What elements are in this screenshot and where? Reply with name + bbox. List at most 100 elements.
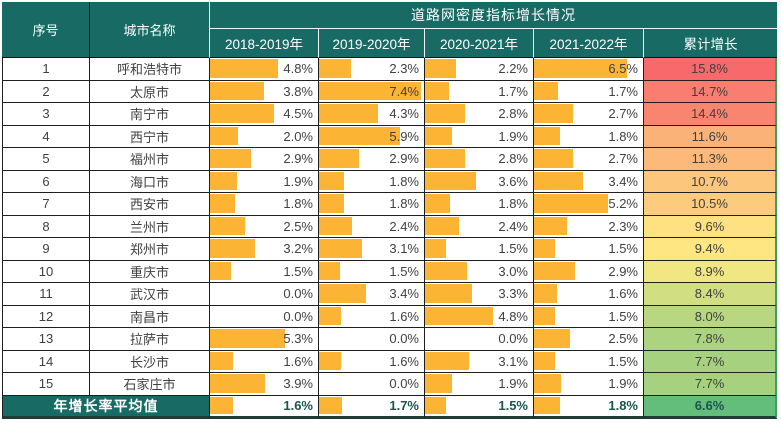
growth-value-label: 3.1% (498, 353, 528, 369)
growth-value-cell: 3.6% (425, 170, 534, 193)
data-bar (319, 351, 342, 370)
data-bar (534, 126, 560, 145)
growth-value-cell: 1.5% (425, 238, 534, 261)
growth-value-label: 1.5% (608, 308, 638, 324)
road-density-growth-table-page: 序号 城市名称 道路网密度指标增长情况 2018-2019年 2019-2020… (2, 2, 778, 419)
data-bar (210, 81, 264, 100)
serial-number: 8 (2, 215, 90, 238)
growth-value-label: 4.8% (498, 308, 528, 324)
growth-value-label: 1.8% (608, 128, 638, 144)
growth-value-cell: 1.8% (534, 395, 644, 419)
growth-value-cell: 2.5% (534, 328, 644, 351)
growth-value-cell: 1.8% (210, 193, 319, 216)
cumulative-growth-cell: 10.5% (644, 193, 778, 216)
serial-number: 3 (2, 103, 90, 126)
data-bar (210, 149, 252, 168)
city-name: 太原市 (90, 80, 210, 103)
data-bar (534, 351, 556, 370)
growth-value-cell: 1.7% (534, 80, 644, 103)
city-row: 14 长沙市 1.6% 1.6% 3.1% 1.5% 7.7% (2, 350, 778, 373)
growth-value-cell: 1.7% (425, 80, 534, 103)
data-bar (319, 284, 366, 303)
growth-value-cell: 3.0% (425, 260, 534, 283)
header-cumulative-growth: 累计增长 (644, 29, 778, 58)
growth-value-cell: 3.8% (210, 80, 319, 103)
cumulative-growth-cell: 9.4% (644, 238, 778, 261)
city-row: 12 南昌市 0.0% 1.6% 4.8% 1.5% 8.0% (2, 305, 778, 328)
data-bar (425, 306, 493, 325)
growth-value-label: 4.5% (283, 106, 313, 122)
growth-value-label: 3.3% (498, 286, 528, 302)
growth-value-cell: 2.8% (425, 148, 534, 171)
growth-value-label: 1.9% (283, 173, 313, 189)
growth-value-label: 1.7% (608, 83, 638, 99)
growth-value-label: 1.8% (389, 196, 419, 212)
data-bar (319, 239, 362, 258)
data-bar (425, 261, 468, 280)
growth-value-cell: 1.8% (534, 125, 644, 148)
cumulative-growth-cell: 10.7% (644, 170, 778, 193)
growth-value-label: 2.4% (389, 218, 419, 234)
header-year-2021-2022: 2021-2022年 (534, 29, 644, 58)
growth-value-cell: 1.6% (210, 350, 319, 373)
data-bar (319, 194, 344, 213)
growth-value-cell: 2.0% (210, 125, 319, 148)
growth-value-label: 2.3% (389, 61, 419, 77)
city-name: 拉萨市 (90, 328, 210, 351)
growth-value-cell: 1.5% (534, 238, 644, 261)
data-bar (425, 239, 447, 258)
data-bar (210, 239, 256, 258)
growth-value-cell: 2.7% (534, 103, 644, 126)
growth-value-label: 1.5% (608, 241, 638, 257)
data-bar (534, 104, 573, 123)
city-row: 6 海口市 1.9% 1.8% 3.6% 3.4% 10.7% (2, 170, 778, 193)
data-bar (534, 284, 557, 303)
serial-number: 10 (2, 260, 90, 283)
growth-value-label: 2.5% (283, 218, 313, 234)
growth-value-cell: 0.0% (210, 283, 319, 306)
growth-value-label: 3.4% (608, 173, 638, 189)
serial-number: 14 (2, 350, 90, 373)
data-bar (425, 59, 457, 78)
table-header: 序号 城市名称 道路网密度指标增长情况 2018-2019年 2019-2020… (2, 2, 778, 58)
growth-value-label: 1.5% (389, 263, 419, 279)
data-bar (425, 374, 452, 393)
cumulative-growth-cell: 7.8% (644, 328, 778, 351)
city-name: 南宁市 (90, 103, 210, 126)
growth-value-label: 1.6% (283, 353, 313, 369)
city-name: 兰州市 (90, 215, 210, 238)
city-row: 3 南宁市 4.5% 4.3% 2.8% 2.7% 14.4% (2, 103, 778, 126)
serial-number: 5 (2, 148, 90, 171)
data-bar (534, 239, 556, 258)
cumulative-growth-cell: 14.7% (644, 80, 778, 103)
data-bar (319, 171, 344, 190)
growth-value-cell: 1.9% (210, 170, 319, 193)
cumulative-growth-cell: 14.4% (644, 103, 778, 126)
growth-value-label: 2.7% (608, 106, 638, 122)
header-serial: 序号 (2, 2, 90, 58)
serial-number: 6 (2, 170, 90, 193)
growth-value-cell: 1.8% (425, 193, 534, 216)
growth-value-label: 1.8% (389, 173, 419, 189)
data-bar (534, 329, 570, 348)
growth-value-label: 3.4% (389, 286, 419, 302)
growth-value-label: 3.1% (389, 241, 419, 257)
data-bar (210, 216, 246, 235)
data-bar (425, 284, 472, 303)
growth-value-cell: 3.1% (425, 350, 534, 373)
city-row: 10 重庆市 1.5% 1.5% 3.0% 2.9% 8.9% (2, 260, 778, 283)
growth-value-cell: 2.5% (210, 215, 319, 238)
data-bar (425, 126, 452, 145)
growth-value-cell: 1.9% (425, 125, 534, 148)
growth-value-label: 1.9% (608, 376, 638, 392)
growth-value-cell: 1.5% (425, 395, 534, 419)
growth-value-cell: 1.5% (534, 305, 644, 328)
growth-value-label: 1.6% (389, 353, 419, 369)
data-bar (534, 261, 576, 280)
cumulative-growth-cell: 9.6% (644, 215, 778, 238)
growth-value-label: 2.9% (389, 151, 419, 167)
growth-value-cell: 1.6% (210, 395, 319, 419)
city-name: 郑州市 (90, 238, 210, 261)
growth-value-cell: 4.5% (210, 103, 319, 126)
data-bar (534, 59, 627, 78)
